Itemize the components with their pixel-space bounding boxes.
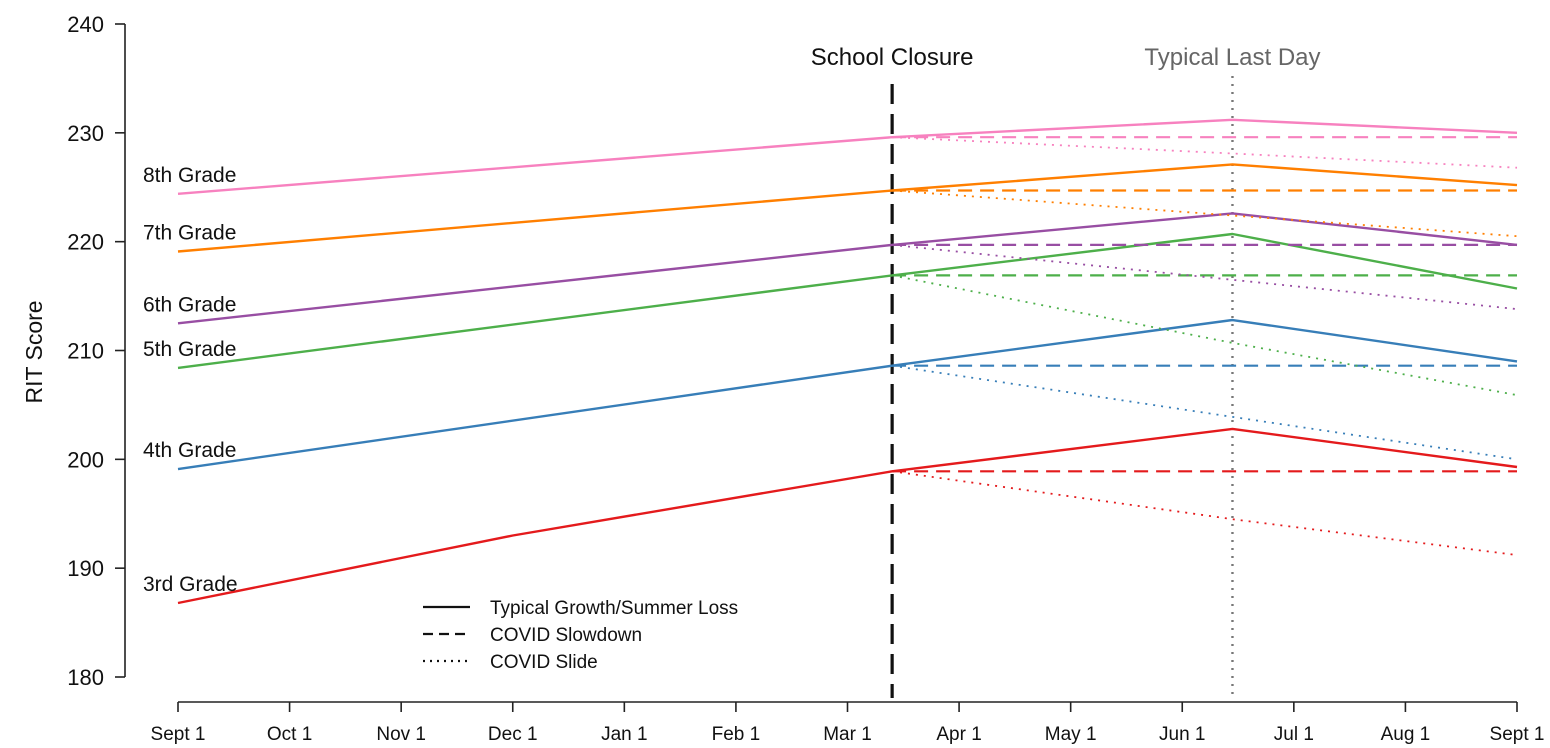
y-axis-ticks: 180 190 200 210 220 230 240: [67, 12, 125, 690]
event-label: School Closure: [811, 44, 974, 71]
y-tick-label: 190: [67, 556, 104, 581]
y-axis-title: RIT Score: [21, 300, 47, 403]
y-tick-label: 230: [67, 121, 104, 146]
series-line-typical: [177, 212, 1518, 325]
legend-label: Typical Growth/Summer Loss: [490, 598, 738, 619]
series-line-typical: [177, 232, 1518, 370]
grade-labels: 3rd Grade 4th Grade 5th Grade 6th Grade 7th …: [143, 164, 238, 596]
event-label: Typical Last Day: [1144, 44, 1320, 71]
series-line-slide: [891, 470, 1518, 556]
x-axis-ticks: Sept 1 Oct 1 Nov 1 Dec 1 Jan 1 Feb 1 Mar 1 Apr …: [151, 702, 1545, 745]
series-line-typical: [177, 427, 1518, 605]
x-tick-label: Sept 1: [151, 724, 206, 745]
series-line-typical: [177, 318, 1518, 471]
series-line-typical: [177, 118, 1518, 195]
x-tick-label: Apr 1: [936, 724, 981, 745]
legend-label: COVID Slide: [490, 652, 598, 673]
y-tick-label: 210: [67, 339, 104, 364]
x-tick-label: Jan 1: [601, 724, 647, 745]
x-tick-label: Jun 1: [1159, 724, 1205, 745]
grade-label: 6th Grade: [143, 293, 236, 316]
grade-label: 8th Grade: [143, 164, 236, 187]
y-tick-label: 200: [67, 447, 104, 472]
grade-label: 4th Grade: [143, 439, 236, 462]
x-tick-label: Oct 1: [267, 724, 312, 745]
y-tick-label: 180: [67, 665, 104, 690]
x-tick-label: Sept 1: [1490, 724, 1545, 745]
y-tick-label: 220: [67, 230, 104, 255]
axes: [124, 24, 1517, 703]
series-line-slide: [892, 244, 1518, 310]
grade-label: 7th Grade: [143, 221, 236, 244]
grade-label: 3rd Grade: [143, 573, 238, 596]
series-line-slide: [892, 136, 1518, 169]
series-line-slide: [891, 274, 1518, 396]
grade-label: 5th Grade: [143, 338, 236, 361]
y-tick-label: 240: [67, 12, 104, 37]
x-tick-label: Nov 1: [376, 724, 426, 745]
legend: Typical Growth/Summer Loss COVID Slowdown…: [423, 598, 738, 673]
series-line-slide: [891, 364, 1518, 461]
series-line-slide: [892, 189, 1518, 238]
event-markers: School Closure Typical Last Day: [811, 44, 1321, 698]
series-line-typical: [177, 163, 1518, 253]
x-tick-label: Mar 1: [823, 724, 872, 745]
x-tick-label: Dec 1: [488, 724, 538, 745]
x-tick-label: Jul 1: [1274, 724, 1314, 745]
x-tick-label: Aug 1: [1381, 724, 1431, 745]
x-tick-label: May 1: [1045, 724, 1097, 745]
series-lines: [177, 118, 1518, 605]
legend-label: COVID Slowdown: [490, 625, 642, 646]
x-tick-label: Feb 1: [712, 724, 761, 745]
